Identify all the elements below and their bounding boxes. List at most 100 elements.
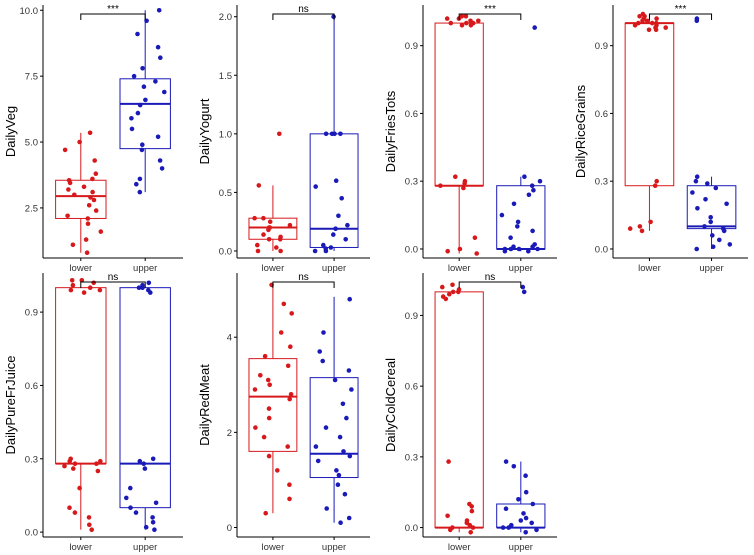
data-point-lower [277,131,282,137]
data-point-lower [87,130,93,136]
data-point-upper [523,515,529,521]
data-point-upper [328,245,334,250]
data-point-lower [77,139,82,145]
data-point-upper [137,102,143,108]
data-point-lower [663,25,668,30]
y-tick-label: 7.5 [25,72,38,83]
data-point-lower [266,406,272,411]
x-tick-label-lower: lower [448,542,471,553]
data-point-upper [515,219,521,225]
data-point-lower [459,23,465,28]
y-tick-label: 0.9 [595,41,608,52]
data-point-upper [142,466,148,471]
box-lower [434,22,484,187]
y-tick-label: 0.0 [219,246,232,257]
data-point-upper [143,97,148,103]
data-point-upper [339,196,345,201]
data-point-lower [261,434,267,440]
y-tick-label: 10.0 [20,6,39,17]
data-point-lower [77,485,82,491]
data-point-upper [526,192,532,198]
data-point-lower [89,527,94,532]
significance-label: *** [107,4,119,15]
box-lower [248,358,298,452]
data-point-upper [313,444,319,449]
y-axis-label: DailyFriesTots [383,90,398,172]
data-point-lower [278,234,283,240]
data-point-upper [724,201,729,207]
data-point-lower [476,18,481,24]
x-tick-label-upper: upper [133,542,157,553]
data-point-lower [627,226,633,231]
data-point-upper [159,166,165,171]
data-point-lower [637,13,642,19]
data-point-upper [336,472,342,478]
data-point-upper [332,377,338,383]
data-point-lower [262,353,268,359]
data-point-upper [140,282,145,288]
data-point-upper [124,495,129,501]
data-point-upper [511,464,517,469]
y-tick-label: 4 [227,333,232,344]
data-point-lower [68,456,73,462]
data-point-lower [288,392,294,397]
y-tick-label: 5.0 [25,138,38,149]
data-point-lower [85,216,91,221]
data-point-upper [156,8,162,13]
data-point-lower [287,222,293,228]
box-upper [496,503,546,529]
data-point-lower [438,183,443,188]
significance-bracket [80,281,146,288]
y-tick-label: 0 [227,523,232,534]
data-point-lower [278,330,284,335]
data-point-lower [85,221,91,226]
data-point-upper [521,511,526,516]
panel-DailyYogurt: DailyYogurt 0.0 0.5 1.0 1.5 2.0 lower upper ns [197,4,370,274]
box-upper [119,287,171,509]
data-point-upper [529,520,534,526]
data-point-lower [87,285,93,291]
data-point-upper [340,401,346,407]
y-tick-label: 0.5 [219,188,232,199]
data-point-lower [654,20,659,26]
box-upper [309,377,359,479]
significance-label: *** [484,4,496,15]
data-point-lower [448,20,454,26]
significance-label: ns [108,272,119,283]
data-point-upper [332,131,337,137]
data-point-lower [472,235,478,240]
data-point-upper [135,31,140,37]
data-point-upper [129,126,135,132]
data-point-lower [474,251,480,256]
data-point-upper [500,525,506,530]
data-point-upper [694,16,700,21]
data-point-lower [86,515,92,520]
data-point-upper [312,248,318,254]
data-point-upper [708,215,713,220]
data-point-upper [727,242,733,247]
data-point-upper [511,244,516,249]
y-tick-label: 0.3 [405,452,418,463]
data-point-upper [136,285,142,291]
data-point-upper [317,349,323,354]
x-tick-label-lower: lower [262,263,285,274]
data-point-lower [456,287,462,292]
data-point-lower [71,466,76,471]
data-point-upper [518,518,524,523]
data-point-upper [508,235,513,240]
significance-bracket [458,281,522,288]
data-point-upper [695,206,700,211]
data-point-lower [252,215,257,221]
y-axis-label: DailyRiceGrains [573,84,588,178]
data-point-lower [91,197,97,203]
data-point-lower [266,453,272,459]
data-point-upper [331,232,336,237]
data-point-upper [150,456,156,462]
data-point-lower [468,530,474,535]
significance-label: ns [485,272,496,283]
data-point-upper [315,458,321,464]
significance-label: ns [298,4,309,15]
x-tick-label-lower: lower [638,263,661,274]
data-point-lower [252,387,258,392]
y-tick-label: 1.5 [219,71,232,82]
